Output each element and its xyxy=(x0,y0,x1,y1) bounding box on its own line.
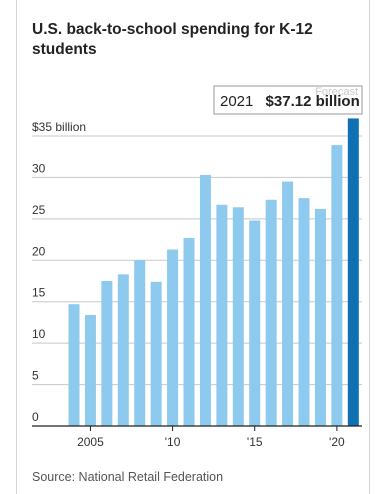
bar-2020 xyxy=(331,145,343,427)
value-callout: Forecast 2021 $37.12 billion xyxy=(213,85,363,115)
bar-2010 xyxy=(167,249,179,426)
callout-box xyxy=(213,85,363,115)
callout-year: 2021 xyxy=(220,93,253,110)
y-tick-label: $35 billion xyxy=(32,120,86,134)
bar-2006 xyxy=(101,281,113,426)
y-tick-label: 5 xyxy=(32,369,39,383)
x-tick-label: '20 xyxy=(329,435,345,449)
axes: 0 5 10 15 20 25 30 $35 billion 2005 '10 '15 '20 xyxy=(32,120,362,449)
bars xyxy=(68,118,359,427)
bar-2004 xyxy=(68,304,80,426)
callout-ghost-label: Forecast xyxy=(315,86,358,98)
bar-2005 xyxy=(84,314,96,426)
y-tick-label: 10 xyxy=(32,327,46,341)
bar-2012 xyxy=(199,174,211,426)
chart-title: U.S. back-to-school spending for K-12 st… xyxy=(32,21,313,58)
callout-value: $37.12 billion xyxy=(266,93,360,110)
bar-2014 xyxy=(232,207,244,426)
x-tick-label: '10 xyxy=(165,435,181,449)
x-tick-label: 2005 xyxy=(77,435,104,449)
y-tick-label: 0 xyxy=(32,410,39,424)
callout-text: 2021 $37.12 billion xyxy=(220,93,360,110)
y-tick-label: 30 xyxy=(32,161,46,175)
x-tick-label: '15 xyxy=(247,435,263,449)
source-note: Source: National Retail Federation xyxy=(32,470,224,484)
gridlines xyxy=(32,135,362,386)
bar-2021 xyxy=(347,118,359,427)
bar-2008 xyxy=(134,260,146,426)
bar-2018 xyxy=(298,198,310,426)
y-tick-label: 15 xyxy=(32,286,46,300)
y-tick-label: 25 xyxy=(32,203,46,217)
bar-2017 xyxy=(282,181,294,426)
bar-2016 xyxy=(265,199,277,426)
y-tick-label: 20 xyxy=(32,244,46,258)
bar-2007 xyxy=(117,274,129,426)
bar-2019 xyxy=(314,208,326,426)
bar-2015 xyxy=(249,220,261,426)
bar-2011 xyxy=(183,237,195,426)
chart-frame xyxy=(16,0,370,494)
bar-2009 xyxy=(150,281,162,426)
bar-2013 xyxy=(216,204,228,426)
